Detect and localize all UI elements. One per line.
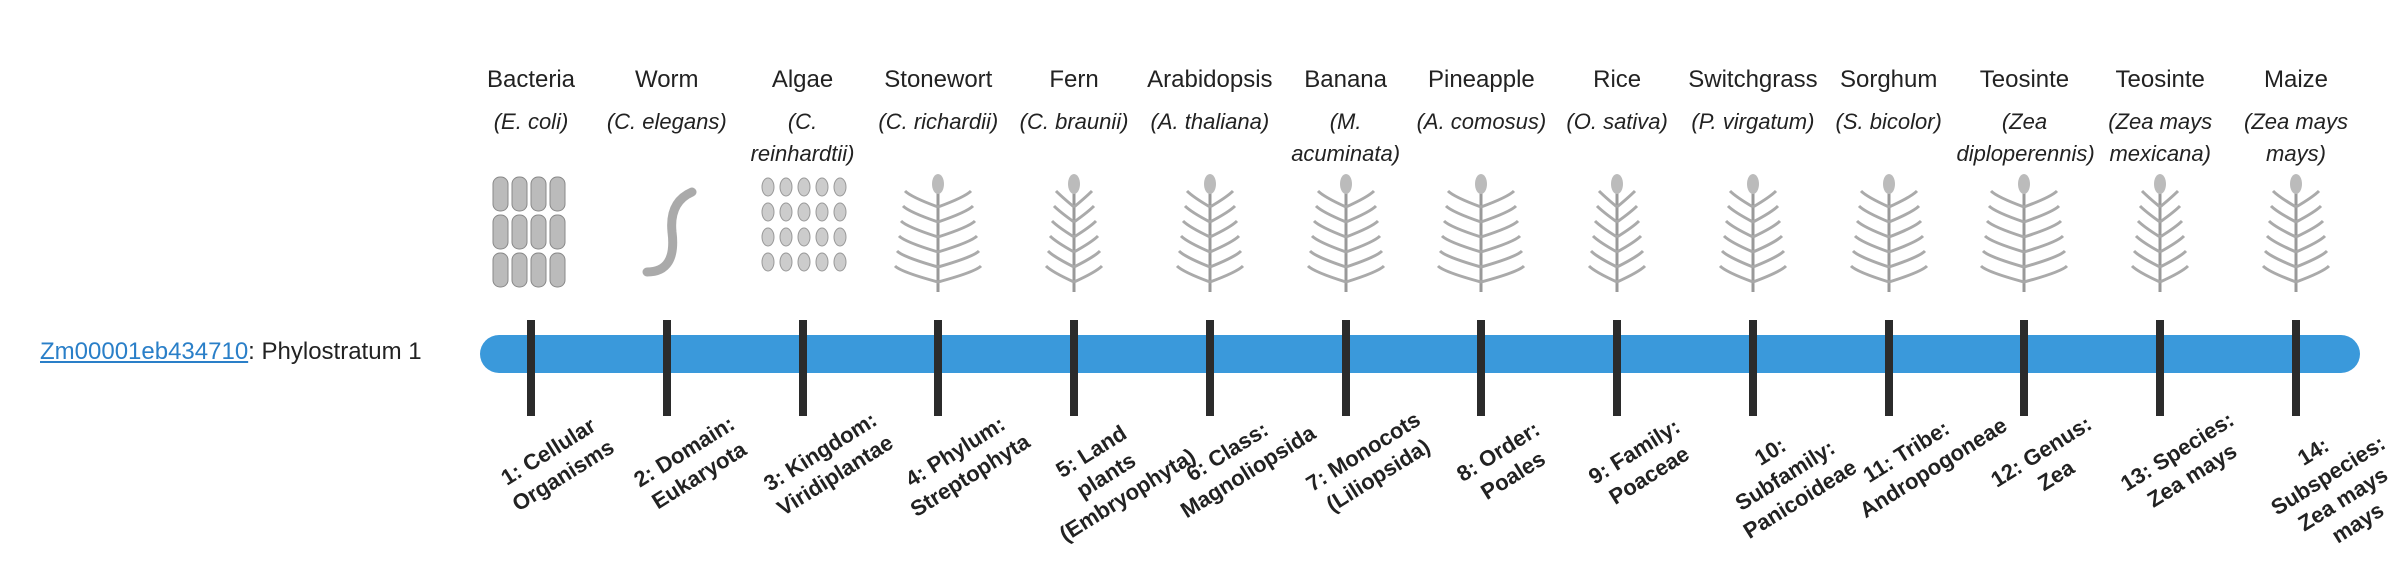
organism-icon (492, 176, 566, 288)
organism-name: Teosinte (1979, 66, 2070, 93)
stratum-tick (1205, 320, 1214, 416)
stratum-label: 13: Species: Zea mays (2116, 406, 2242, 513)
stratum-tick (1477, 320, 1486, 416)
organism-icon (2131, 174, 2190, 292)
stratum-label: 2: Domain: Eukaryota (629, 410, 751, 514)
stratum-tick (1070, 320, 1079, 416)
scientific-name: (O. sativa) (1566, 109, 1668, 134)
scientific-name: (M. acuminata) (1291, 109, 1401, 166)
organism-name: Teosinte (2115, 66, 2205, 93)
organism-name: Rice (1593, 66, 1642, 93)
gene-stratum: : Phylostratum 1 (248, 338, 422, 365)
scientific-name: (P. virgatum) (1691, 109, 1815, 134)
stratum-tick (2292, 320, 2300, 416)
stratum-tick (1341, 320, 1350, 416)
stratum-label: 9: Family: Poaceae (1584, 413, 1694, 510)
organism-name: Arabidopsis (1147, 66, 1273, 93)
organism-icon (1306, 174, 1385, 292)
organism-name: Maize (2263, 66, 2329, 93)
organism-name: Algae (771, 66, 834, 93)
organism-icon (1045, 174, 1104, 292)
organism-icon (1718, 174, 1787, 292)
gene-link[interactable]: Zm00001eb434710 (40, 338, 249, 365)
organism-name: Bacteria (486, 66, 576, 93)
gene-label: Zm00001eb434710: Phylostratum 1 (40, 338, 422, 366)
organism-icon (642, 187, 697, 277)
organism-name: Stonewort (884, 66, 993, 93)
scientific-name: (Zea mays mexicana) (2108, 109, 2213, 166)
scientific-name: (C. braunii) (1019, 109, 1129, 134)
organism-icon (1980, 174, 2069, 292)
stratum-tick (798, 320, 807, 416)
organism-icon (1849, 174, 1928, 292)
organism-name: Worm (634, 66, 699, 93)
organism-icon (1175, 174, 1244, 292)
stratum-tick (2020, 320, 2029, 416)
organism-icon (761, 177, 847, 272)
stratum-label: 3: Kingdom: Viridiplantae (758, 406, 897, 521)
scientific-name: (A. thaliana) (1150, 109, 1270, 134)
stratum-label: 11: Tribe: Andropogoneae (1854, 412, 2011, 523)
stratum-label: 14: Subspecies: Zea mays mays (2266, 430, 2392, 549)
organism-name: Banana (1304, 66, 1387, 93)
stratum-tick (527, 320, 535, 416)
stratum-tick (2156, 320, 2165, 416)
organism-name: Pineapple (1427, 66, 1535, 93)
organism-name: Sorghum (1839, 66, 1938, 93)
stratum-label: 4: Phylum: Streptophyta (901, 411, 1035, 522)
stratum-tick (1613, 320, 1622, 416)
organism-name: Switchgrass (1688, 66, 1818, 93)
scientific-name: (C. reinhardtii) (750, 109, 855, 166)
scientific-name: (Zea mays mays) (2244, 109, 2348, 166)
scientific-name: (A. comosus) (1416, 109, 1547, 134)
stratum-tick (1884, 320, 1893, 416)
scientific-name: (S. bicolor) (1835, 109, 1942, 134)
scientific-name: (C. richardii) (878, 109, 999, 134)
scientific-name: (E. coli) (493, 109, 569, 134)
scientific-name: (C. elegans) (606, 109, 727, 134)
stratum-label: 1: Cellular Organisms (496, 412, 619, 517)
stratum-label: 6: Class: Magnoliopsida (1175, 416, 1320, 523)
organism-icon (2261, 174, 2331, 292)
stratum-tick (1748, 320, 1757, 416)
stratum-tick (662, 320, 671, 416)
stratum-label: 8: Order: Poales (1452, 416, 1551, 505)
stratum-label: 7: Monocots (Liliopsida) (1301, 406, 1434, 517)
organism-name: Fern (1049, 66, 1099, 93)
organism-icon (1437, 174, 1526, 292)
organism-icon (1588, 174, 1647, 292)
scientific-name: (Zea diploperennis) (1956, 109, 2095, 166)
stratum-tick (934, 320, 943, 416)
organism-icon (894, 174, 983, 292)
timeline-bar (480, 335, 2360, 373)
